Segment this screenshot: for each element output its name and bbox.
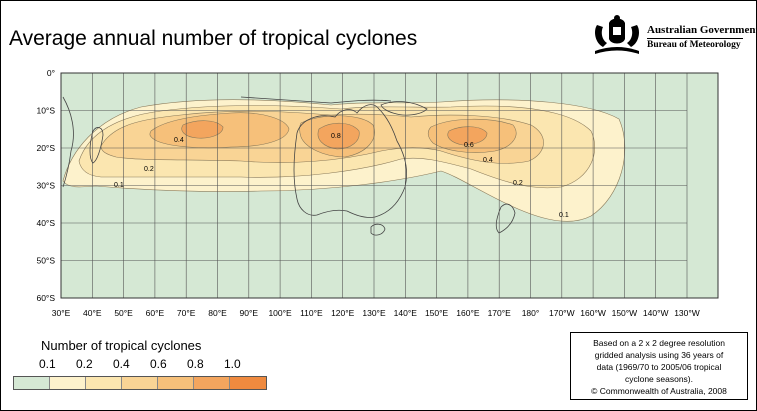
- longitude-label: 60°E: [146, 308, 165, 318]
- latitude-label: 60°S: [36, 293, 55, 303]
- longitude-label: 180°: [522, 308, 540, 318]
- graticule: [60, 72, 688, 299]
- legend-tick: 0.8: [187, 357, 204, 371]
- longitude-label: 30°E: [52, 308, 71, 318]
- contour-label: 0.1: [559, 212, 569, 219]
- longitude-label: 70°E: [177, 308, 196, 318]
- legend-swatch: [194, 377, 230, 389]
- legend-tick: 1.0: [224, 357, 241, 371]
- band-0-8-central: [317, 122, 360, 150]
- map-border: [60, 72, 719, 299]
- longitude-label: 170°W: [549, 308, 575, 318]
- page-title: Average annual number of tropical cyclon…: [9, 27, 418, 50]
- legend-tick: 0.6: [150, 357, 167, 371]
- indonesia-coast: [240, 96, 392, 104]
- latitude-label: 20°S: [36, 143, 55, 153]
- longitude-label: 130°E: [362, 308, 386, 318]
- contour-label: 0.6: [464, 142, 474, 149]
- contour-labels: 0.8 0.6 0.4 0.4 0.2 0.2 0.1 0.1: [114, 133, 569, 219]
- note-line: gridded analysis using 36 years of: [594, 350, 724, 360]
- contour-fills: [62, 99, 626, 222]
- contour-label: 0.8: [331, 133, 341, 140]
- legend-tick: 0.1: [39, 357, 56, 371]
- longitude-label: 170°E: [488, 308, 512, 318]
- latitude-label: 50°S: [36, 256, 55, 266]
- band-0-8-west: [181, 120, 224, 139]
- new-zealand-coast: [495, 203, 516, 234]
- contour-label: 0.2: [513, 180, 523, 187]
- latitude-label: 10°S: [36, 106, 55, 116]
- legend-swatch: [86, 377, 122, 389]
- band-0-8-east: [447, 126, 488, 146]
- longitude-label: 110°E: [300, 308, 323, 318]
- longitude-label: 140°W: [643, 308, 669, 318]
- contour-label: 0.4: [174, 137, 184, 144]
- madagascar-coast: [89, 127, 104, 164]
- longitude-label: 130°W: [674, 308, 700, 318]
- legend-swatch: [122, 377, 158, 389]
- legend-colorbar: [13, 376, 267, 390]
- legend-swatch: [50, 377, 86, 389]
- cyclone-map: 0° 10°S 20°S 30°S 40°S 50°S 60°S 30°E 40°E 50°E 6…: [36, 68, 719, 318]
- bureau-label: Bureau of Meteorology: [647, 40, 741, 50]
- note-line: data (1969/70 to 2005/06 tropical: [596, 362, 722, 372]
- longitude-label: 150°W: [612, 308, 638, 318]
- longitude-label: 160°E: [456, 308, 480, 318]
- australia-coast: [293, 104, 407, 218]
- contour-label: 0.2: [144, 166, 154, 173]
- longitude-label: 120°E: [331, 308, 355, 318]
- contour-label: 0.1: [114, 182, 124, 189]
- new-guinea-coast: [380, 101, 428, 116]
- note-line: cyclone seasons).: [624, 374, 694, 384]
- government-label: Australian Government: [647, 24, 757, 36]
- longitude-labels: 30°E 40°E 50°E 60°E 70°E 80°E 90°E 100°E 110°E 12…: [52, 308, 700, 318]
- longitude-label: 150°E: [425, 308, 449, 318]
- legend-tick: 0.4: [113, 357, 130, 371]
- longitude-label: 50°E: [114, 308, 133, 318]
- latitude-label: 40°S: [36, 218, 55, 228]
- method-note: Based on a 2 x 2 degree resolution gridd…: [570, 332, 748, 400]
- longitude-label: 80°E: [208, 308, 227, 318]
- legend-swatch: [14, 377, 50, 389]
- longitude-label: 160°W: [580, 308, 606, 318]
- legend-swatch: [230, 377, 266, 389]
- latitude-labels: 0° 10°S 20°S 30°S 40°S 50°S 60°S: [36, 68, 55, 303]
- bom-logo: Australian Government Bureau of Meteorol…: [589, 13, 756, 57]
- longitude-label: 90°E: [240, 308, 259, 318]
- coat-of-arms-icon: [595, 15, 639, 54]
- logo-divider: [647, 38, 743, 39]
- longitude-label: 40°E: [83, 308, 102, 318]
- latitude-label: 30°S: [36, 181, 55, 191]
- legend-title: Number of tropical cyclones: [41, 338, 202, 353]
- legend-tick: 0.2: [76, 357, 93, 371]
- note-line: Based on a 2 x 2 degree resolution: [593, 338, 725, 348]
- longitude-label: 100°E: [268, 308, 292, 318]
- latitude-label: 0°: [47, 68, 55, 78]
- copyright-note: © Commonwealth of Australia, 2008: [591, 386, 727, 396]
- longitude-label: 140°E: [394, 308, 418, 318]
- tasmania-coast: [370, 223, 386, 236]
- legend-swatch: [158, 377, 194, 389]
- contour-label: 0.4: [483, 157, 493, 164]
